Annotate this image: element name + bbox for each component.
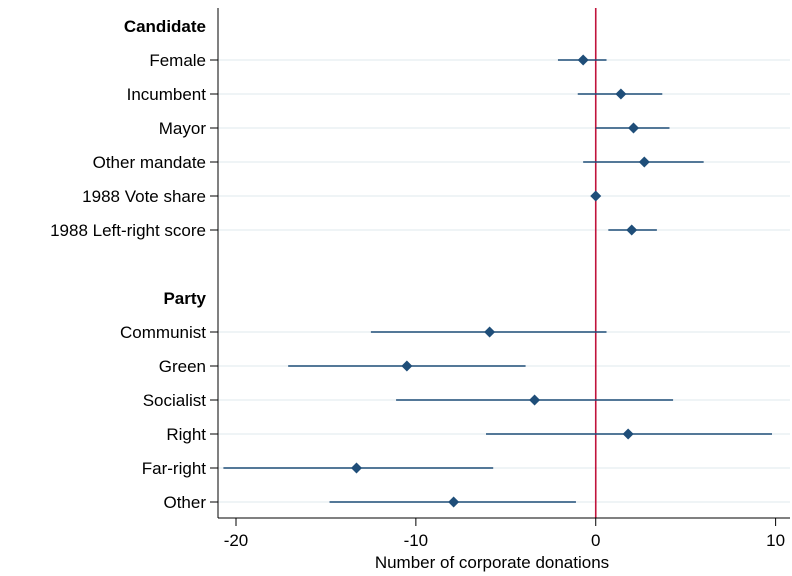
row-label-communist: Communist (120, 323, 206, 342)
estimate-marker-incumbent (615, 88, 627, 100)
row-label-female: Female (149, 51, 206, 70)
estimate-marker-mayor (628, 122, 640, 134)
point-estimates (351, 54, 650, 508)
estimate-marker-other (448, 496, 460, 508)
x-axis-title: Number of corporate donations (375, 553, 609, 572)
x-tick-label: 10 (766, 531, 785, 550)
row-label-1988-vote-share: 1988 Vote share (82, 187, 206, 206)
estimate-marker-far-right (351, 462, 363, 474)
y-tick-labels: Candidate Female Incumbent Mayor Other manda… (50, 17, 206, 512)
x-tick-label: -10 (404, 531, 429, 550)
estimate-marker-communist (484, 326, 496, 338)
x-tick-label: -20 (224, 531, 249, 550)
row-label-1988-left-right-score: 1988 Left-right score (50, 221, 206, 240)
row-label-socialist: Socialist (143, 391, 207, 410)
axes (210, 8, 790, 519)
estimate-marker-female (577, 54, 589, 66)
group-header-party: Party (163, 289, 206, 308)
confidence-intervals (223, 59, 773, 503)
row-label-far-right: Far-right (142, 459, 207, 478)
row-label-incumbent: Incumbent (127, 85, 207, 104)
group-header-candidate: Candidate (124, 17, 206, 36)
row-label-mayor: Mayor (159, 119, 207, 138)
row-label-green: Green (159, 357, 206, 376)
estimate-marker-right (622, 428, 634, 440)
estimate-marker-other-mandate (638, 156, 650, 168)
x-ticks: -20 -10 0 10 (224, 518, 785, 550)
estimate-marker-1988-left-right-score (626, 224, 638, 236)
x-tick-label: 0 (591, 531, 600, 550)
estimate-marker-socialist (529, 394, 541, 406)
row-label-other-mandate: Other mandate (93, 153, 206, 172)
row-label-right: Right (166, 425, 206, 444)
grid-lines (218, 59, 790, 503)
row-label-other: Other (163, 493, 206, 512)
estimate-marker-1988-vote-share (590, 190, 602, 202)
estimate-marker-green (401, 360, 413, 372)
